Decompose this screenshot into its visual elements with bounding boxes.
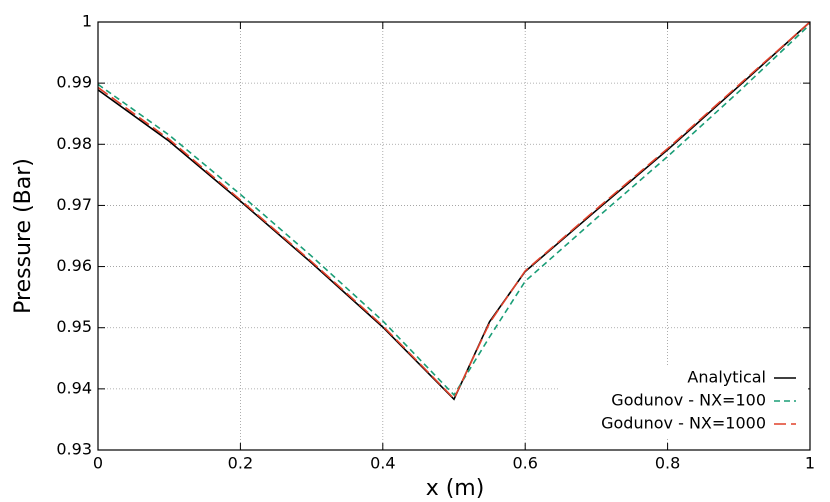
x-tick-label: 0.2: [228, 454, 253, 473]
x-tick-label: 0.4: [370, 454, 395, 473]
series-line: [97, 23, 811, 397]
y-tick-label: 1: [82, 12, 92, 31]
series-line: [97, 21, 811, 401]
y-tick-label: 0.96: [56, 256, 92, 275]
legend: Analytical Godunov - NX=100 Godunov - NX=1…: [560, 366, 808, 437]
y-tick-label: 0.99: [56, 73, 92, 92]
y-tick-label: 0.93: [56, 440, 92, 459]
plot-frame: [97, 21, 811, 451]
y-tick-label: 0.95: [56, 317, 92, 336]
series-line: [97, 21, 811, 401]
x-tick-label: 0: [93, 454, 103, 473]
x-tick-label: 0.6: [512, 454, 537, 473]
x-axis-label: x (m): [426, 476, 485, 501]
legend-label: Godunov - NX=1000: [601, 414, 766, 433]
x-tick-label: 1: [805, 454, 815, 473]
x-tick-label: 0.8: [655, 454, 680, 473]
y-axis-label: Pressure (Bar): [11, 158, 36, 314]
y-tick-label: 0.94: [56, 378, 92, 397]
legend-label: Analytical: [687, 368, 766, 387]
legend-label: Godunov - NX=100: [611, 391, 766, 410]
legend-box: [560, 366, 808, 437]
y-tick-label: 0.97: [56, 195, 92, 214]
y-tick-label: 0.98: [56, 134, 92, 153]
